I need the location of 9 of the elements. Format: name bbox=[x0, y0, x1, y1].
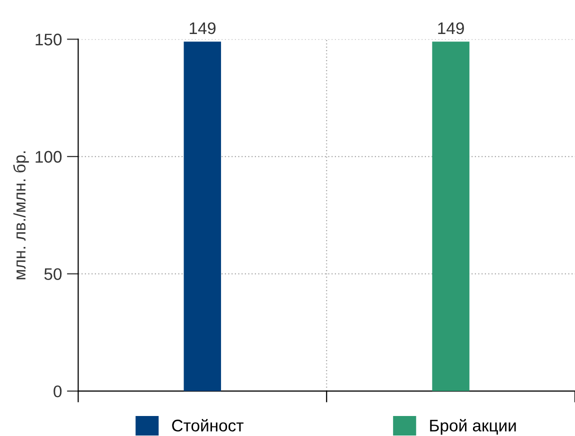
legend-label: Стойност bbox=[172, 418, 244, 432]
legend-label: Брой акции bbox=[430, 418, 516, 435]
y-axis-title: млн. лв./млн. бр. bbox=[13, 151, 29, 280]
data-label: 149 bbox=[438, 22, 464, 34]
y-tick-label: 150 bbox=[36, 34, 62, 46]
y-tick-label: 100 bbox=[36, 150, 62, 163]
y-tick-label: 0 bbox=[54, 385, 62, 398]
y-tick-label: 50 bbox=[44, 268, 62, 280]
data-label: 149 bbox=[190, 22, 216, 34]
